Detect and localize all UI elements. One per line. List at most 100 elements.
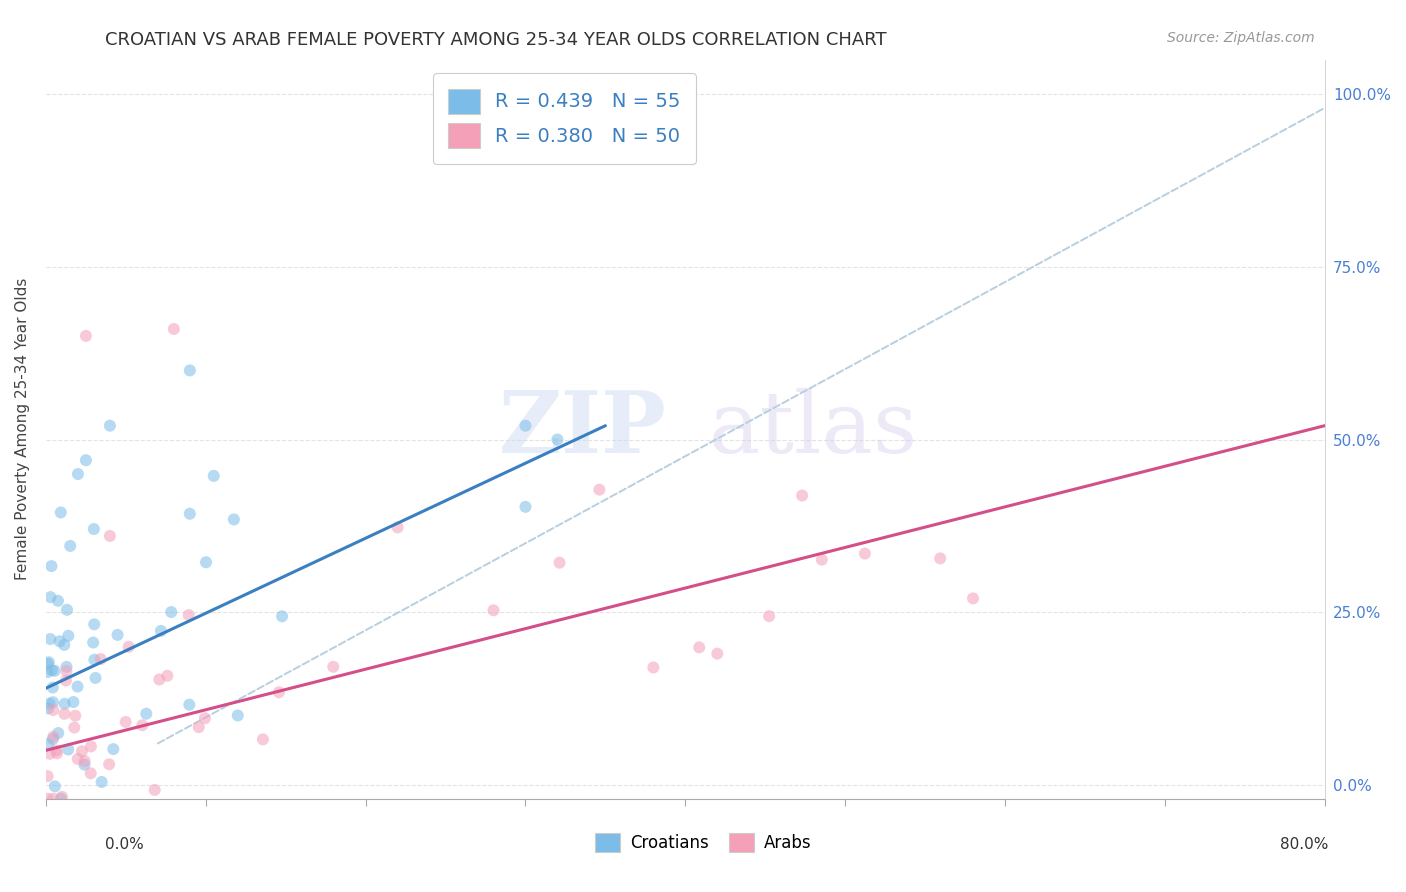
Point <box>49 791 72 805</box>
Point <box>37 791 59 805</box>
Point <box>83 653 105 667</box>
Point <box>73 757 96 772</box>
Point <box>63 721 86 735</box>
Point <box>44 780 66 794</box>
Point <box>45 743 67 757</box>
Point <box>267 685 290 699</box>
Point <box>41 663 63 677</box>
Point <box>53 697 76 711</box>
Point <box>103 742 125 756</box>
Point <box>194 711 217 725</box>
Point <box>688 640 710 655</box>
Point <box>46 747 69 761</box>
Point <box>73 754 96 768</box>
Point <box>546 433 568 447</box>
Point <box>58 629 80 643</box>
Point <box>51 789 73 804</box>
Point <box>929 551 952 566</box>
Point <box>107 628 129 642</box>
Point <box>515 500 537 514</box>
Point <box>758 609 780 624</box>
Point <box>148 673 170 687</box>
Text: atlas: atlas <box>709 387 918 471</box>
Point <box>38 655 60 669</box>
Point <box>42 791 65 805</box>
Point <box>42 695 65 709</box>
Point <box>135 706 157 721</box>
Point <box>48 634 70 648</box>
Point <box>83 522 105 536</box>
Point <box>195 555 218 569</box>
Point <box>39 590 62 604</box>
Point <box>114 714 136 729</box>
Point <box>37 769 59 783</box>
Point <box>163 322 186 336</box>
Point <box>46 594 69 608</box>
Point <box>56 603 79 617</box>
Point <box>37 657 59 671</box>
Legend: R = 0.439   N = 55, R = 0.380   N = 50: R = 0.439 N = 55, R = 0.380 N = 50 <box>433 73 696 164</box>
Point <box>66 680 89 694</box>
Point <box>80 766 103 780</box>
Point <box>58 742 80 756</box>
Point <box>588 483 610 497</box>
Point <box>46 726 69 740</box>
Legend: Croatians, Arabs: Croatians, Arabs <box>588 827 818 859</box>
Point <box>42 730 65 744</box>
Text: 0.0%: 0.0% <box>105 838 145 852</box>
Point <box>322 660 344 674</box>
Point <box>49 506 72 520</box>
Point <box>39 632 62 646</box>
Point <box>387 520 409 534</box>
Point <box>53 638 76 652</box>
Point <box>42 703 65 717</box>
Text: CROATIAN VS ARAB FEMALE POVERTY AMONG 25-34 YEAR OLDS CORRELATION CHART: CROATIAN VS ARAB FEMALE POVERTY AMONG 25… <box>105 31 887 49</box>
Point <box>482 603 505 617</box>
Point <box>515 418 537 433</box>
Text: Source: ZipAtlas.com: Source: ZipAtlas.com <box>1167 31 1315 45</box>
Point <box>177 608 200 623</box>
Point <box>792 489 814 503</box>
Point <box>66 752 89 766</box>
Point <box>811 552 834 566</box>
Point <box>252 732 274 747</box>
Point <box>98 529 121 543</box>
Point <box>53 706 76 721</box>
Point <box>202 469 225 483</box>
Text: ZIP: ZIP <box>499 387 666 471</box>
Point <box>66 467 89 481</box>
Point <box>156 669 179 683</box>
Point <box>643 660 665 674</box>
Point <box>548 556 571 570</box>
Point <box>84 671 107 685</box>
Point <box>55 673 77 688</box>
Point <box>80 739 103 754</box>
Point <box>44 664 66 678</box>
Point <box>82 635 104 649</box>
Point <box>37 701 59 715</box>
Point <box>962 591 984 606</box>
Y-axis label: Female Poverty Among 25-34 Year Olds: Female Poverty Among 25-34 Year Olds <box>15 278 30 581</box>
Point <box>131 718 153 732</box>
Point <box>271 609 294 624</box>
Point <box>55 664 77 678</box>
Point <box>70 744 93 758</box>
Point <box>149 624 172 638</box>
Text: 80.0%: 80.0% <box>1281 838 1329 852</box>
Point <box>38 747 60 761</box>
Point <box>160 605 183 619</box>
Point <box>187 720 209 734</box>
Point <box>65 708 87 723</box>
Point <box>75 453 97 467</box>
Point <box>546 115 568 129</box>
Point <box>37 737 59 751</box>
Point <box>143 783 166 797</box>
Point <box>37 665 59 679</box>
Point <box>118 640 141 654</box>
Point <box>83 617 105 632</box>
Point <box>226 708 249 723</box>
Point <box>98 418 121 433</box>
Point <box>62 695 84 709</box>
Point <box>98 757 121 772</box>
Point <box>55 660 77 674</box>
